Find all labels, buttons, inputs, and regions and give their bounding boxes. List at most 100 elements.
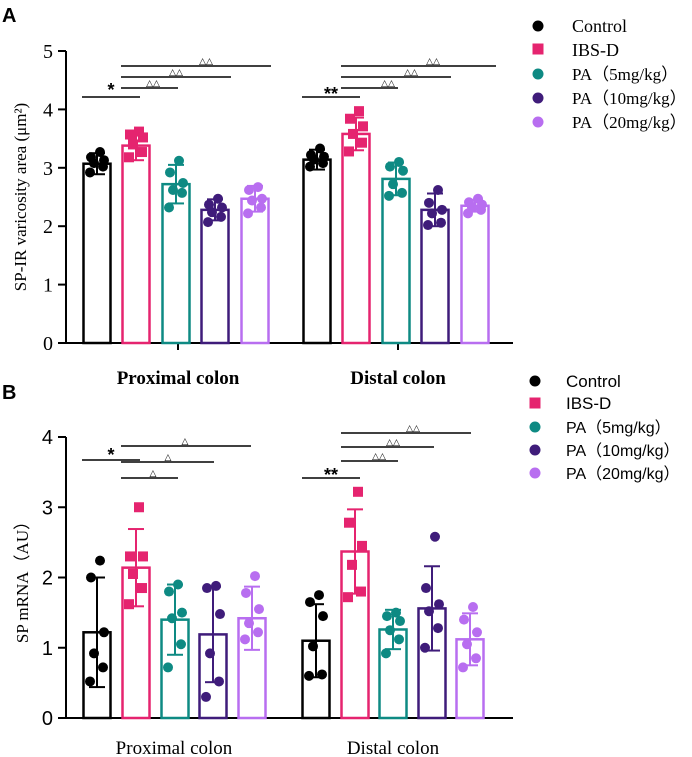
data-point [434, 599, 444, 610]
data-point [138, 132, 148, 143]
bar [381, 177, 411, 345]
data-point [433, 623, 443, 634]
data-point [244, 184, 254, 195]
data-point [214, 676, 224, 687]
data-point [348, 128, 358, 139]
sig-star-prox-a: * [107, 80, 114, 100]
data-point [173, 579, 183, 590]
data-point [211, 580, 221, 591]
data-point [134, 126, 144, 137]
data-point [459, 614, 469, 625]
data-point [86, 152, 96, 163]
data-point [253, 627, 263, 638]
data-point [397, 187, 407, 198]
data-point [89, 648, 99, 659]
bar [240, 197, 270, 345]
data-point [207, 207, 217, 218]
data-point [427, 208, 437, 219]
data-point [86, 572, 96, 583]
legend-a: Control IBS-D PA（5mg/kg） PA（10mg/kg） PA（… [532, 16, 687, 132]
sig-tri-b-5: △△ [386, 437, 400, 447]
sig-tri-a-4: △△ [381, 78, 395, 88]
significance-lines-a [82, 65, 496, 98]
y-tick-label: 0 [43, 333, 53, 355]
data-point [177, 187, 187, 198]
y-tick-label: 4 [42, 427, 53, 449]
data-point [430, 531, 440, 542]
y-tick-label: 3 [42, 497, 53, 519]
data-point [213, 193, 223, 204]
legend-marker-ibsd-b [529, 397, 541, 409]
y-tick-label: 3 [43, 158, 53, 180]
sig-tri-b-1: △ [150, 468, 157, 478]
data-point [357, 540, 367, 551]
data-point [240, 634, 250, 645]
bar [302, 158, 332, 345]
sig-tri-b-2: △ [165, 452, 172, 462]
data-point [203, 217, 213, 228]
legend-label-ibsd-b: IBS-D [566, 394, 611, 413]
legend-label-control-b: Control [566, 372, 621, 391]
panel-a-plot: 0 1 2 3 4 5 SP-IR varicosity area (μm²) Proxi… [11, 41, 513, 389]
data-point [314, 590, 324, 601]
data-point [357, 137, 367, 148]
data-point [137, 147, 147, 158]
data-point [99, 627, 109, 638]
data-point [436, 217, 446, 228]
legend-marker-control-b [529, 375, 541, 387]
data-point [343, 592, 353, 603]
data-point [385, 625, 395, 636]
sig-star-dist-b: ** [324, 465, 338, 485]
data-point [344, 517, 354, 528]
x-label-proximal-a: Proximal colon [117, 368, 240, 389]
data-point [202, 583, 212, 594]
data-point [163, 662, 173, 673]
data-point [308, 641, 318, 652]
data-point [315, 143, 325, 154]
data-point [125, 129, 135, 140]
data-point [85, 676, 95, 687]
data-point [137, 583, 147, 594]
sig-tri-b-3: △ [182, 436, 189, 446]
data-point [473, 193, 483, 204]
sig-tri-a-3: △△ [199, 56, 213, 66]
data-point [128, 139, 138, 150]
data-point [124, 599, 134, 610]
legend-b: Control IBS-D PA（5mg/kg） PA（10mg/kg） PA（… [529, 372, 680, 483]
legend-marker-pa10-b [529, 444, 541, 456]
data-point [138, 551, 148, 562]
sig-star-prox-b: * [107, 445, 114, 465]
significance-lines-b [82, 432, 471, 479]
bar [121, 144, 151, 345]
y-tick-label: 1 [42, 638, 53, 660]
data-point [216, 211, 226, 222]
data-point [398, 165, 408, 176]
data-point [204, 199, 214, 210]
data-point [391, 607, 401, 618]
panel-label-a: A [2, 5, 16, 27]
data-point [388, 179, 398, 190]
data-point [318, 611, 328, 622]
data-point [215, 609, 225, 620]
data-point [134, 502, 144, 513]
legend-label-pa5-b: PA（5mg/kg） [566, 419, 671, 437]
legend-label-pa10-a: PA（10mg/kg） [572, 89, 687, 108]
data-point [98, 662, 108, 673]
data-point [124, 152, 134, 163]
x-label-distal-a: Distal colon [350, 368, 446, 389]
data-point [176, 639, 186, 650]
sig-tri-b-6: △△ [406, 423, 420, 433]
data-point [462, 639, 472, 650]
data-point [420, 642, 430, 653]
data-point [95, 147, 105, 158]
data-point [353, 486, 363, 497]
legend-label-ibsd-a: IBS-D [572, 40, 619, 60]
data-point [254, 604, 264, 615]
data-point [394, 156, 404, 167]
legend-label-pa20-a: PA（20mg/kg） [572, 113, 687, 132]
data-point [177, 607, 187, 618]
panel-label-b: B [2, 382, 16, 404]
legend-label-pa10-b: PA（10mg/kg） [566, 442, 680, 460]
data-point [354, 106, 364, 117]
data-point [382, 611, 392, 622]
